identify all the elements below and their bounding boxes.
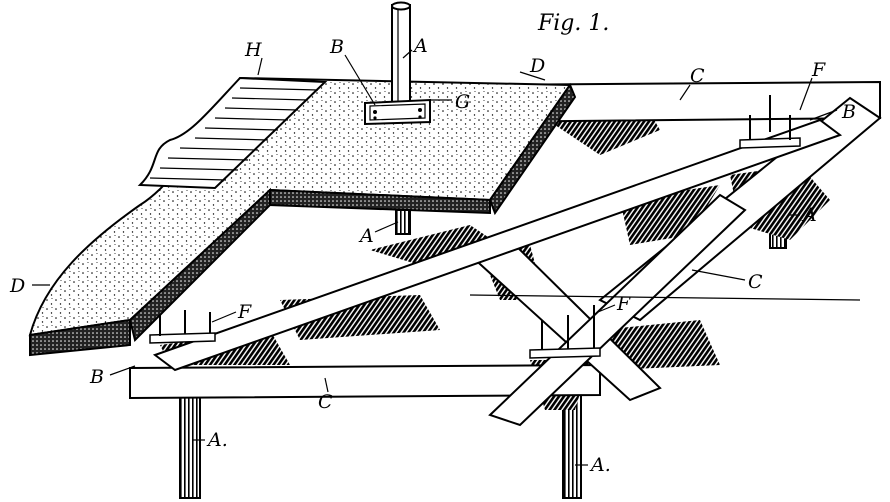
label-c-top: C — [690, 65, 705, 87]
label-h: H — [244, 39, 262, 61]
label-a-right: A — [801, 204, 817, 226]
column-top-assembly — [364, 1, 431, 126]
label-f-top: F — [811, 59, 826, 81]
column-top-cap — [391, 1, 411, 11]
label-c-right: C — [748, 271, 763, 293]
label-b-left: B — [89, 366, 104, 388]
leader-lines — [32, 49, 838, 466]
label-b-top: B — [329, 36, 344, 58]
label-c-bottom: C — [318, 391, 333, 413]
planking — [137, 76, 328, 190]
girder-bottom — [129, 363, 601, 400]
base-plate-inner — [369, 103, 426, 121]
reference-letters: A B G H D C F B A A D F C F B C A. A. — [9, 35, 856, 476]
label-b-right: B — [841, 101, 856, 123]
label-f-left: F — [237, 301, 252, 323]
label-a-bottom-left: A. — [206, 429, 228, 451]
slab-edge-front — [269, 188, 491, 215]
connector-top-right — [739, 95, 801, 149]
label-f-center: F — [616, 293, 631, 315]
plank-area — [137, 76, 328, 190]
connectors — [149, 95, 801, 359]
girder-long-diagonal — [152, 118, 843, 372]
label-d-left: D — [9, 275, 25, 297]
connector-left — [149, 310, 216, 344]
label-g: G — [455, 91, 470, 113]
girder-mid-line — [469, 294, 861, 301]
girder-cross-b — [488, 193, 747, 427]
column-top — [391, 4, 411, 106]
plank-lines — [149, 87, 319, 181]
shade-center — [370, 225, 500, 265]
label-a-top: A — [412, 35, 428, 57]
label-a-bottom-center: A. — [589, 454, 611, 476]
label-a-under: A — [358, 225, 374, 247]
slab-edge-right — [488, 82, 577, 216]
figure-title: Fig. 1. — [537, 11, 609, 36]
connector-center — [529, 305, 601, 359]
slab-edge-left — [29, 318, 131, 357]
column-under-slab — [395, 209, 411, 235]
slab — [28, 76, 577, 357]
label-d-top: D — [529, 55, 545, 77]
